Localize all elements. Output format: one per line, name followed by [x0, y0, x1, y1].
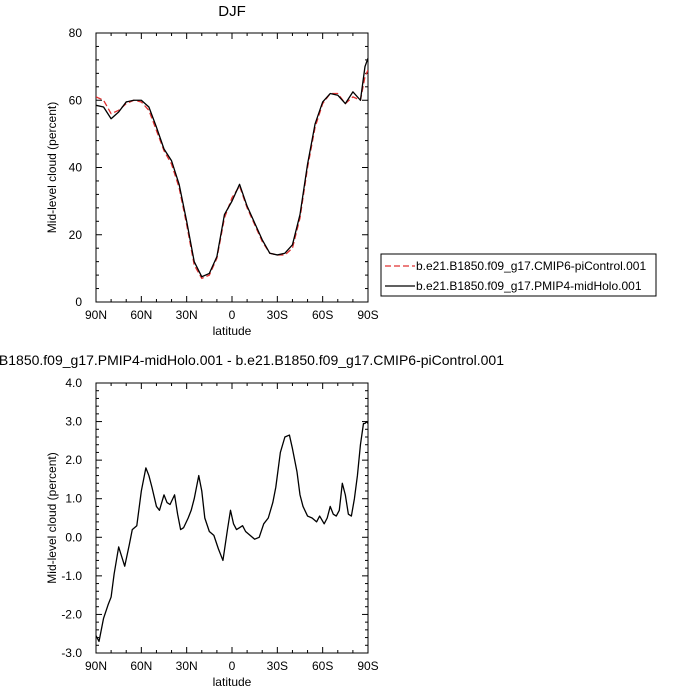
- plot-frame: [95, 32, 369, 303]
- y-tick-label: -1.0: [61, 569, 82, 583]
- legend-label: b.e21.B1850.f09_g17.CMIP6-piControl.001: [416, 259, 646, 273]
- series-line-picontrol: [96, 69, 368, 280]
- y-tick-label: 20: [69, 228, 83, 242]
- x-tick-label: 60S: [312, 659, 333, 673]
- x-tick-label: 30S: [267, 659, 288, 673]
- x-tick-label: 60N: [130, 308, 152, 322]
- y-tick-label: -3.0: [61, 646, 82, 660]
- x-tick-label: 90S: [357, 659, 378, 673]
- difference-series-line: [96, 420, 368, 643]
- x-tick-label: 30N: [176, 308, 198, 322]
- x-tick-label: 60N: [130, 659, 152, 673]
- y-tick-label: 2.0: [65, 453, 82, 467]
- x-tick-label: 90N: [85, 308, 107, 322]
- x-axis-label: latitude: [213, 324, 252, 338]
- legend-label: b.e21.B1850.f09_g17.PMIP4-midHolo.001: [416, 279, 642, 293]
- x-tick-label: 60S: [312, 308, 333, 322]
- y-tick-label: 1.0: [65, 492, 82, 506]
- legend: b.e21.B1850.f09_g17.CMIP6-piControl.001b…: [380, 253, 657, 297]
- y-tick-label: 0.0: [65, 530, 82, 544]
- chart-panel-1: DJF 90N 60N 30N 0 30S 60S 90S 0 20 40 60 80 latitude M…: [45, 3, 657, 338]
- y-axis-label: Mid-level cloud (percent): [45, 102, 59, 233]
- chart-title: DJF: [218, 3, 246, 20]
- y-tick-label: 4.0: [65, 376, 82, 390]
- y-tick-label: 60: [69, 93, 83, 107]
- x-tick-label: 0: [229, 308, 236, 322]
- y-tick-label: 3.0: [65, 415, 82, 429]
- x-axis-label: latitude: [213, 675, 252, 689]
- y-tick-label: -2.0: [61, 607, 82, 621]
- y-tick-label: 0: [75, 295, 82, 309]
- x-tick-label: 90N: [85, 659, 107, 673]
- y-axis-label: Mid-level cloud (percent): [45, 452, 59, 583]
- y-tick-label: 40: [69, 161, 83, 175]
- x-tick-label: 90S: [357, 308, 378, 322]
- x-tick-label: 30S: [267, 308, 288, 322]
- y-tick-label: 80: [69, 26, 83, 40]
- chart-panel-2: b.e21.B1850.f09_g17.PMIP4-midHolo.001 - …: [0, 352, 504, 689]
- chart-title: b.e21.B1850.f09_g17.PMIP4-midHolo.001 - …: [0, 352, 504, 368]
- x-tick-label: 0: [229, 659, 236, 673]
- series-line-midholo: [96, 58, 368, 278]
- legend-box: [380, 253, 657, 297]
- x-tick-label: 30N: [176, 659, 198, 673]
